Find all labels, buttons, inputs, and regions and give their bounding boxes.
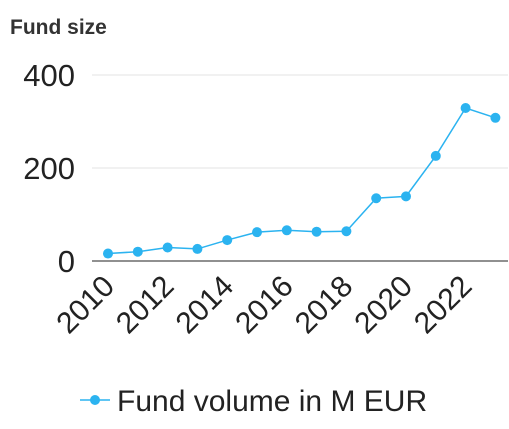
data-point[interactable]: [311, 226, 322, 237]
data-point[interactable]: [401, 191, 411, 202]
x-tick-label: 2020: [348, 270, 419, 341]
data-point[interactable]: [341, 226, 352, 237]
data-point[interactable]: [132, 246, 143, 257]
y-tick-labels: 0 200 400: [23, 58, 75, 279]
data-point[interactable]: [103, 248, 113, 259]
data-point[interactable]: [490, 112, 501, 123]
x-tick-label: 2022: [408, 270, 479, 341]
data-point[interactable]: [460, 103, 471, 114]
legend-label: Fund volume in M EUR: [117, 385, 427, 418]
legend[interactable]: Fund volume in M EUR: [80, 385, 427, 418]
gridlines: [92, 74, 508, 169]
legend-point-marker: [90, 395, 100, 405]
y-tick-label: 200: [23, 151, 75, 186]
x-tick-label: 2014: [170, 270, 241, 341]
series-points: [103, 103, 501, 259]
x-tick-label: 2016: [229, 270, 300, 341]
y-tick-label: 400: [23, 58, 75, 93]
x-tick-label: 2012: [110, 270, 181, 341]
data-point[interactable]: [222, 235, 233, 246]
data-point[interactable]: [252, 227, 262, 238]
data-point[interactable]: [371, 193, 382, 204]
data-point[interactable]: [430, 150, 441, 161]
y-tick-label: 0: [58, 244, 75, 279]
data-point[interactable]: [162, 242, 173, 253]
data-point[interactable]: [281, 225, 292, 236]
series-line: [107, 107, 496, 255]
x-tick-label: 2010: [50, 270, 121, 341]
x-tick-label: 2018: [289, 270, 360, 341]
chart-title: Fund size: [10, 16, 107, 39]
data-point[interactable]: [192, 243, 203, 254]
